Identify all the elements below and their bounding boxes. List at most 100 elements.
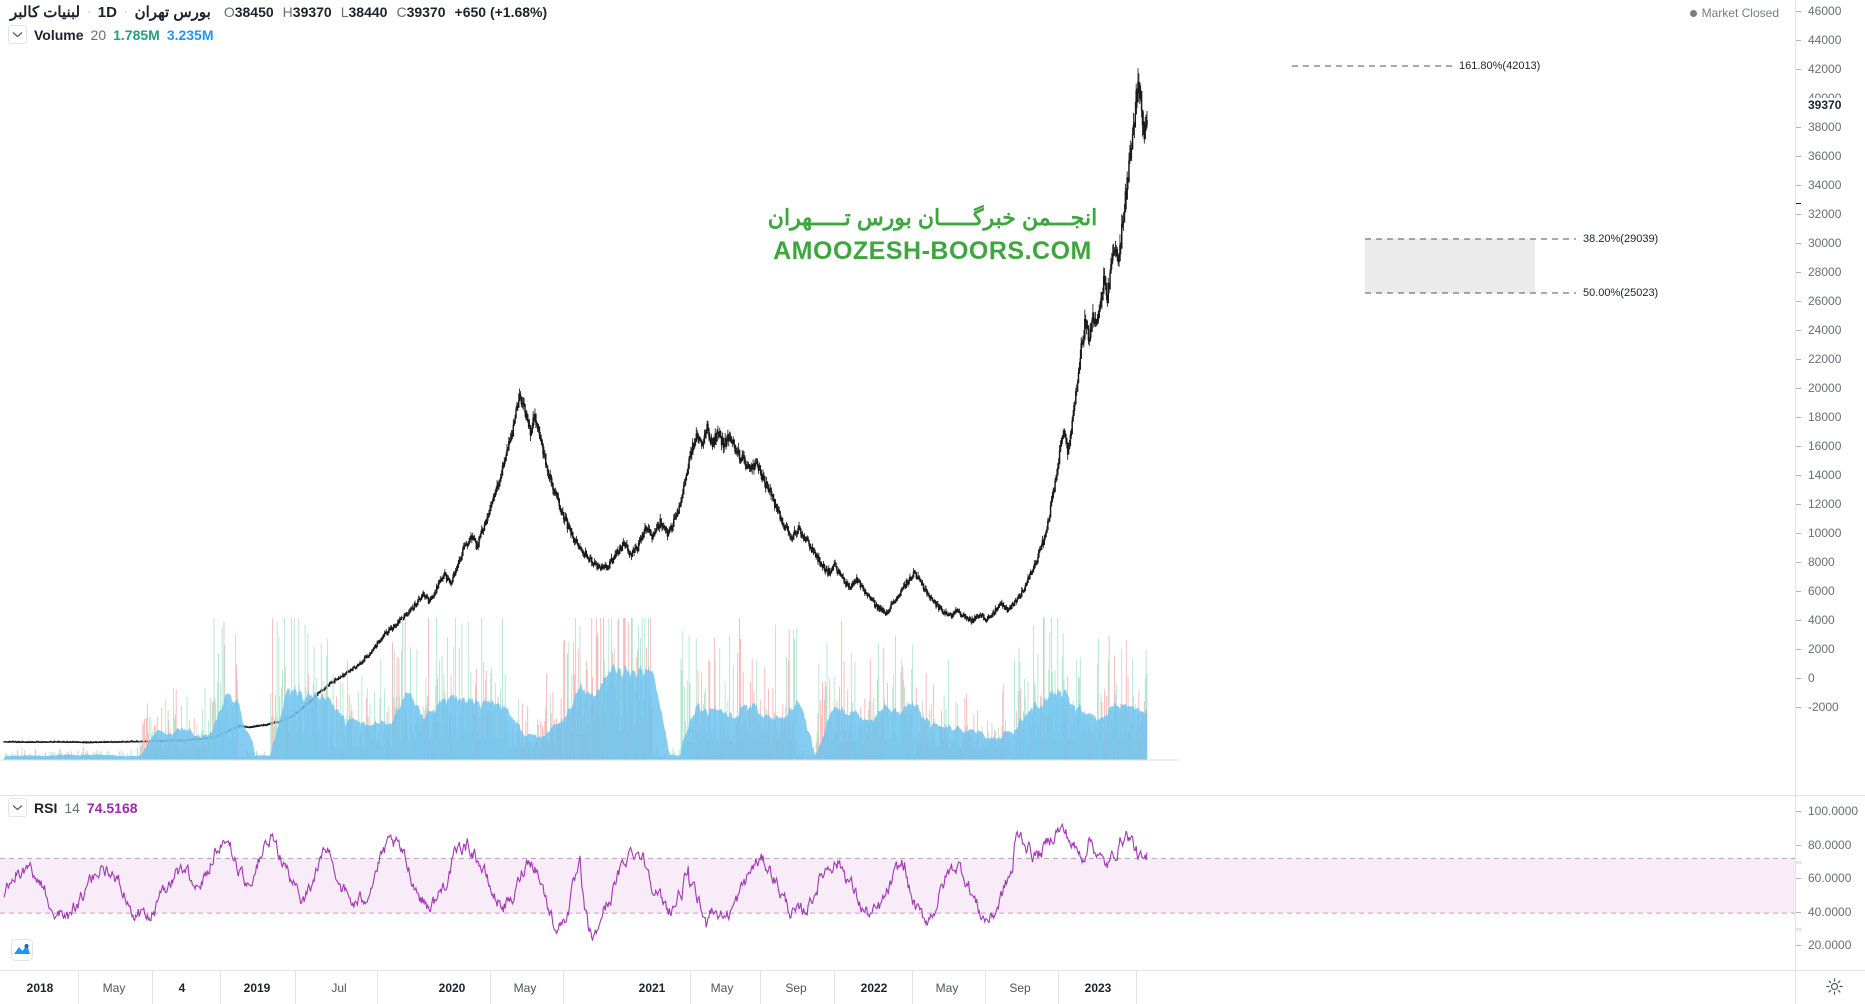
price-axis-label: 42000 [1808,62,1842,76]
price-axis-label: 14000 [1808,468,1842,482]
price-axis-tick [1796,475,1801,476]
rsi-axis-tick [1796,878,1801,879]
price-axis-label: 2000 [1808,642,1835,656]
rsi-axis-label: 20.0000 [1808,938,1852,952]
rsi-band-marker [1796,861,1802,865]
price-axis[interactable]: 4600044000420004000038000360003400032000… [1795,0,1865,970]
price-axis-tick [1796,620,1801,621]
price-pane[interactable] [0,0,1795,795]
price-axis-tick [1796,11,1801,12]
low-value: L38440 [340,4,388,20]
tradingview-logo-icon[interactable] [10,938,34,962]
time-axis-label: 2023 [1084,981,1112,995]
ohlc-values: O38450 H39370 L38440 C39370 +650 (+1.68%… [224,4,547,20]
rsi-legend: RSI 14 74.5168 [8,798,138,817]
rsi-band-marker [1796,928,1802,932]
market-status-label: Market Closed [1701,6,1779,20]
high-value: H39370 [282,4,332,20]
price-axis-tick [1796,272,1801,273]
rsi-indicator-param: 14 [64,799,80,816]
price-axis-tick [1796,678,1801,679]
price-axis-tick [1796,446,1801,447]
price-axis-tick [1796,388,1801,389]
time-axis-label: May [710,981,734,995]
chevron-down-icon-rsi[interactable] [8,798,27,817]
price-axis-label: 32000 [1808,207,1842,221]
price-axis-tick [1796,649,1801,650]
status-dot-icon [1689,9,1697,17]
price-axis-tick [1796,156,1801,157]
price-axis-label: -2000 [1808,700,1839,714]
close-value: C39370 [396,4,446,20]
price-axis-tick [1796,562,1801,563]
open-value: O38450 [223,4,274,20]
price-axis-label: 4000 [1808,613,1835,627]
price-axis-tick [1796,185,1801,186]
time-axis-gridline [377,971,378,1004]
price-axis-label: 18000 [1808,410,1842,424]
time-axis-label: Sep [1009,981,1031,995]
chart-legend-header: لبنیات کالبر · 1D · بورس تهران O38450 H3… [10,3,547,22]
time-axis-label: Sep [785,981,807,995]
price-axis-label: 0 [1808,671,1815,685]
time-axis-gridline [490,971,491,1004]
price-axis-tick [1796,707,1801,708]
fibonacci-level-label[interactable]: 38.20%(29039) [1583,233,1659,245]
symbol-title[interactable]: لبنیات کالبر [10,4,81,21]
time-axis-gridline [563,971,564,1004]
rsi-pane[interactable] [0,795,1795,970]
chevron-down-icon-volume[interactable] [8,25,27,44]
time-axis-label: Jul [331,981,347,995]
rsi-axis-tick [1796,811,1801,812]
time-axis[interactable]: 2018 May 4 2019 Jul 2020 May 2021 May Sep 2022 May S… [0,970,1865,1004]
fibonacci-level-label[interactable]: 161.80%(42013) [1459,60,1541,72]
price-axis-label: 6000 [1808,584,1835,598]
time-axis-gridline [295,971,296,1004]
price-axis-tick [1796,301,1801,302]
time-axis-label: 4 [178,981,186,995]
price-chart-svg [0,65,1576,761]
exchange-label: بورس تهران [134,4,211,21]
price-axis-tick [1796,330,1801,331]
price-axis-tick [1796,504,1801,505]
rsi-axis-tick [1796,911,1801,913]
interval-label[interactable]: 1D [97,3,117,21]
volume-indicator-param: 20 [90,26,107,43]
settings-gear-icon[interactable] [1826,978,1843,1000]
axis-divider [1796,795,1865,796]
price-axis-label: 12000 [1808,497,1842,511]
price-axis-label: 28000 [1808,265,1842,279]
price-axis-tick [1796,359,1801,360]
time-axis-label: May [513,981,537,995]
price-axis-label: 36000 [1808,149,1842,163]
price-axis-label: 30000 [1808,236,1842,250]
price-axis-label: 38000 [1808,120,1842,134]
rsi-axis-label: 40.0000 [1808,904,1852,919]
separator-dot-1: · [87,6,91,18]
price-axis-tick [1796,591,1801,592]
change-value: +650 (+1.68%) [454,4,548,20]
time-axis-label: May [935,981,959,995]
current-price-label[interactable]: 39370 [1796,98,1865,204]
time-axis-label: 2022 [860,981,888,995]
volume-indicator-name[interactable]: Volume [34,26,84,43]
time-axis-gridline [690,971,691,1004]
price-axis-label: 20000 [1808,381,1842,395]
price-axis-label: 26000 [1808,294,1842,308]
rsi-axis-label: 60.0000 [1808,871,1852,885]
time-axis-gridline [985,971,986,1004]
price-axis-tick [1796,69,1801,70]
volume-ma-value: 1.785M [113,26,160,43]
fibonacci-level-label[interactable]: 50.00%(25023) [1583,287,1659,299]
time-axis-gridline [220,971,221,1004]
price-axis-tick [1796,417,1801,418]
rsi-axis-tick [1796,844,1801,846]
time-axis-gridline [760,971,761,1004]
volume-last-value: 3.235M [166,26,214,43]
time-axis-gridline [1058,971,1059,1004]
price-axis-label: 44000 [1808,33,1842,47]
price-axis-label: 10000 [1808,526,1842,540]
price-axis-label: 8000 [1808,555,1835,569]
rsi-indicator-name[interactable]: RSI [34,799,58,816]
